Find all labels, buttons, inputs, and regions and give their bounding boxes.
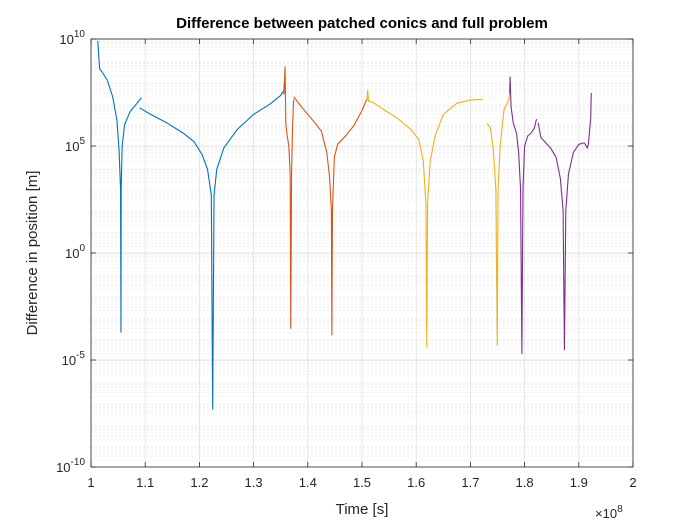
series-2-segment-2 [293,96,368,336]
y-tick-base: 10 [62,353,76,368]
series-group [97,40,592,410]
x-exponent-label: ×108 [595,504,623,521]
x-tick-label: 1.6 [407,475,425,490]
y-tick-label: 10-5 [62,350,86,368]
tick-marks [90,38,634,468]
series-4-segment-1 [509,76,538,355]
x-tick-label: 1.2 [190,475,208,490]
x-tick-label: 1.5 [353,475,371,490]
y-tick-label: 1010 [59,29,85,47]
x-tick-label: 1.7 [461,475,479,490]
x-exponent-base: ×10 [595,506,617,521]
x-tick-label: 1.4 [299,475,317,490]
y-tick-exponent: 10 [74,29,86,40]
series-2-segment-1 [283,66,295,329]
x-tick-label: 1.8 [516,475,534,490]
x-tick-label: 2 [629,475,636,490]
y-tick-exponent: -10 [71,457,86,468]
series-1-segment-1 [97,40,142,333]
y-tick-exponent: 5 [79,136,85,147]
x-tick-label: 1 [87,475,94,490]
y-tick-base: 10 [65,246,79,261]
y-tick-base: 10 [65,139,79,154]
series-3-segment-2 [486,92,511,346]
chart-title: Difference between patched conics and fu… [176,15,548,32]
y-tick-label: 10-10 [56,457,85,475]
y-axis-label: Difference in position [m] [24,171,41,336]
y-tick-label: 100 [65,243,85,261]
x-tick-label: 1.3 [245,475,263,490]
y-tick-base: 10 [56,460,70,475]
x-tick-label: 1.9 [570,475,588,490]
y-tick-exponent: 0 [79,243,85,254]
series-4-segment-2 [537,92,592,351]
series-1-segment-2 [139,81,286,410]
x-axis-label: Time [s] [336,501,389,518]
x-tick-label: 1.1 [136,475,154,490]
x-exponent-power: 8 [617,504,623,515]
x-tick-labels: 1 1.1 1.2 1.3 1.4 1.5 1.6 1.7 1.8 1.9 2 [87,475,636,490]
y-tick-exponent: -5 [76,350,85,361]
y-tick-base: 10 [59,32,73,47]
series-3-segment-1 [366,89,483,348]
y-tick-label: 105 [65,136,85,154]
